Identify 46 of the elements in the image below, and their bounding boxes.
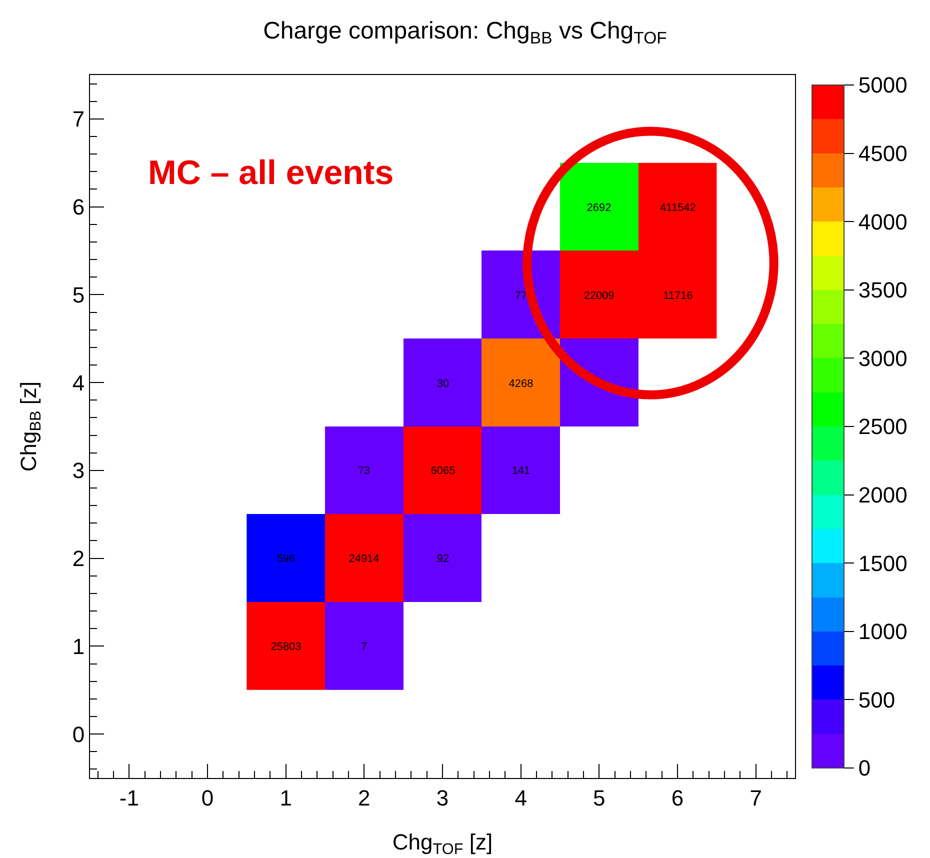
x-tick-label: 4	[514, 785, 527, 810]
x-tick-label: -1	[119, 785, 139, 810]
data-label: 11716	[663, 290, 693, 302]
color-bar-label: 4500	[858, 141, 908, 166]
data-label: 73	[358, 464, 370, 477]
color-bar-label: 4000	[858, 209, 908, 234]
data-label: 4268	[508, 378, 534, 390]
data-label: 7	[360, 640, 368, 653]
y-tick-label: 4	[72, 370, 85, 396]
x-tick-label: 5	[593, 785, 606, 810]
color-bar-label: 2000	[858, 482, 908, 508]
color-bar-label: 1000	[858, 619, 908, 644]
annotation: MC – all events	[148, 154, 394, 192]
data-label: 411542	[660, 202, 696, 214]
x-tick-label: 2	[358, 785, 370, 810]
data-label: 24914	[348, 552, 380, 565]
x-axis-title: Chg$_{TOF}$ [z]	[392, 829, 493, 858]
x-tick-label: 0	[201, 785, 214, 810]
data-label: 596	[276, 552, 296, 565]
chart-title: Charge comparison: Chg$_{BB}$ vs Chg$_{TOF}$	[263, 17, 667, 48]
data-label: 141	[512, 464, 530, 477]
y-tick-label: 1	[72, 634, 85, 659]
data-label: 2692	[586, 202, 612, 214]
color-bar-label: 1500	[858, 550, 908, 576]
data-label: 77	[514, 290, 528, 302]
data-label: 30	[436, 378, 450, 390]
y-tick-label: 6	[72, 194, 85, 220]
data-label: 22009	[584, 290, 614, 302]
data-label: 92	[436, 552, 450, 565]
color-bar-label: 3000	[858, 346, 908, 371]
y-tick-label: 2	[72, 546, 85, 572]
x-tick-label: 7	[750, 785, 762, 810]
y-tick-label: 3	[72, 458, 85, 484]
x-tick-label: 3	[436, 785, 449, 810]
x-tick-label: 6	[671, 785, 684, 810]
y-tick-label: 5	[72, 282, 85, 308]
y-tick-label: 7	[72, 106, 85, 132]
color-bar-label: 5000	[858, 72, 908, 98]
color-bar-label: 2500	[858, 414, 908, 440]
data-label: 6065	[430, 464, 456, 477]
color-bar-label: 3500	[858, 278, 908, 303]
color-bar-label: 500	[858, 687, 896, 712]
y-tick-label: 0	[72, 722, 85, 747]
color-bar-label: 0	[858, 756, 871, 781]
data-label: 25803	[270, 640, 302, 653]
x-tick-label: 1	[280, 785, 292, 810]
